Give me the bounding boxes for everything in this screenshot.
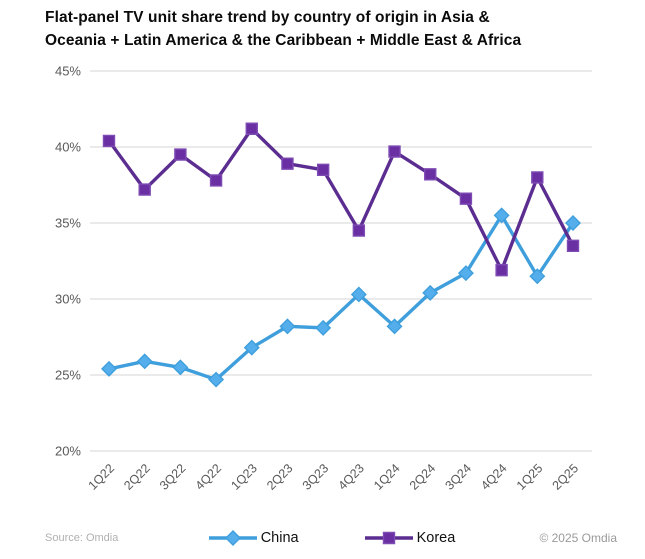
china-marker-1Q22	[101, 360, 117, 377]
x-tick-label-2Q25: 2Q25	[550, 461, 582, 493]
x-tick-label-1Q24: 1Q24	[371, 461, 403, 493]
y-tick-label-30: 30%	[55, 292, 81, 307]
china-line	[108, 213, 575, 382]
x-tick-label-4Q23: 4Q23	[335, 461, 367, 493]
legend-label-korea: Korea	[416, 530, 456, 546]
china-marker-4Q22	[208, 371, 225, 388]
x-tick-label-2Q22: 2Q22	[121, 461, 153, 493]
korea-swatch-path	[382, 531, 395, 545]
korea-marker-1Q23	[245, 122, 258, 135]
x-tick-label-3Q22: 3Q22	[157, 461, 189, 493]
china-marker-2Q24	[422, 284, 439, 301]
china-marker-1Q25	[529, 268, 546, 285]
china-marker-2Q22	[136, 353, 153, 370]
x-tick-label-3Q24: 3Q24	[443, 461, 475, 493]
korea-marker-3Q22	[174, 148, 187, 161]
korea-marker-4Q24	[495, 263, 508, 277]
china-legend-swatch	[208, 530, 257, 546]
korea-marker-2Q22	[138, 183, 151, 196]
copyright-note: © 2025 Omdia	[539, 531, 617, 545]
korea-marker-1Q24	[388, 145, 401, 158]
china-marker-3Q22	[172, 359, 189, 376]
legend-item-china: China	[207, 530, 299, 546]
x-tick-label-1Q22: 1Q22	[86, 461, 118, 493]
korea-marker-2Q24	[424, 168, 437, 181]
x-tick-label-3Q23: 3Q23	[300, 461, 332, 493]
y-tick-label-35: 35%	[55, 216, 81, 231]
y-tick-label-40: 40%	[55, 140, 81, 155]
korea-marker-1Q25	[531, 171, 544, 184]
x-tick-label-4Q22: 4Q22	[193, 461, 225, 493]
x-tick-label-1Q23: 1Q23	[228, 461, 260, 493]
y-tick-label-45: 45%	[55, 64, 81, 79]
x-tick-label-2Q24: 2Q24	[407, 461, 439, 493]
legend-item-korea: Korea	[363, 530, 456, 546]
korea-legend-swatch	[364, 531, 413, 545]
china-marker-1Q23	[243, 339, 260, 356]
china-marker-3Q24	[457, 265, 474, 282]
china-swatch-path	[224, 530, 241, 546]
legend-label-china: China	[260, 530, 299, 546]
korea-marker-4Q22	[209, 174, 223, 187]
korea-marker-4Q23	[352, 224, 366, 237]
x-tick-label-1Q25: 1Q25	[514, 461, 546, 493]
china-marker-2Q23	[279, 318, 296, 335]
chart-footer: Source: Omdia China Korea © 2025 Omdia	[45, 525, 617, 551]
korea-marker-3Q23	[316, 163, 330, 176]
y-tick-label-20: 20%	[55, 444, 81, 459]
x-tick-label-4Q24: 4Q24	[478, 461, 510, 493]
legend: China Korea	[207, 530, 456, 546]
korea-marker-2Q25	[566, 239, 580, 252]
chart-plot: 20%25%30%35%40%45%1Q22 2Q22 3Q22 4Q22 1Q23 2Q…	[55, 64, 592, 493]
korea-marker-1Q22	[102, 134, 116, 148]
chart-title-line1: Flat-panel TV unit share trend by countr…	[45, 9, 490, 26]
source-note: Source: Omdia	[45, 532, 119, 544]
china-marker-1Q24	[386, 318, 403, 335]
china-marker-2Q25	[565, 215, 581, 231]
x-tick-label-2Q23: 2Q23	[264, 461, 296, 493]
korea-marker-3Q24	[459, 192, 473, 205]
chart-title-line2: Oceania + Latin America & the Caribbean …	[45, 32, 522, 49]
y-tick-label-25: 25%	[55, 368, 81, 383]
china-marker-4Q23	[350, 286, 367, 303]
chart-title: Flat-panel TV unit share trend by countr…	[45, 6, 615, 52]
china-marker-3Q23	[315, 319, 332, 336]
china-marker-4Q24	[493, 207, 510, 224]
korea-marker-2Q23	[281, 157, 294, 170]
